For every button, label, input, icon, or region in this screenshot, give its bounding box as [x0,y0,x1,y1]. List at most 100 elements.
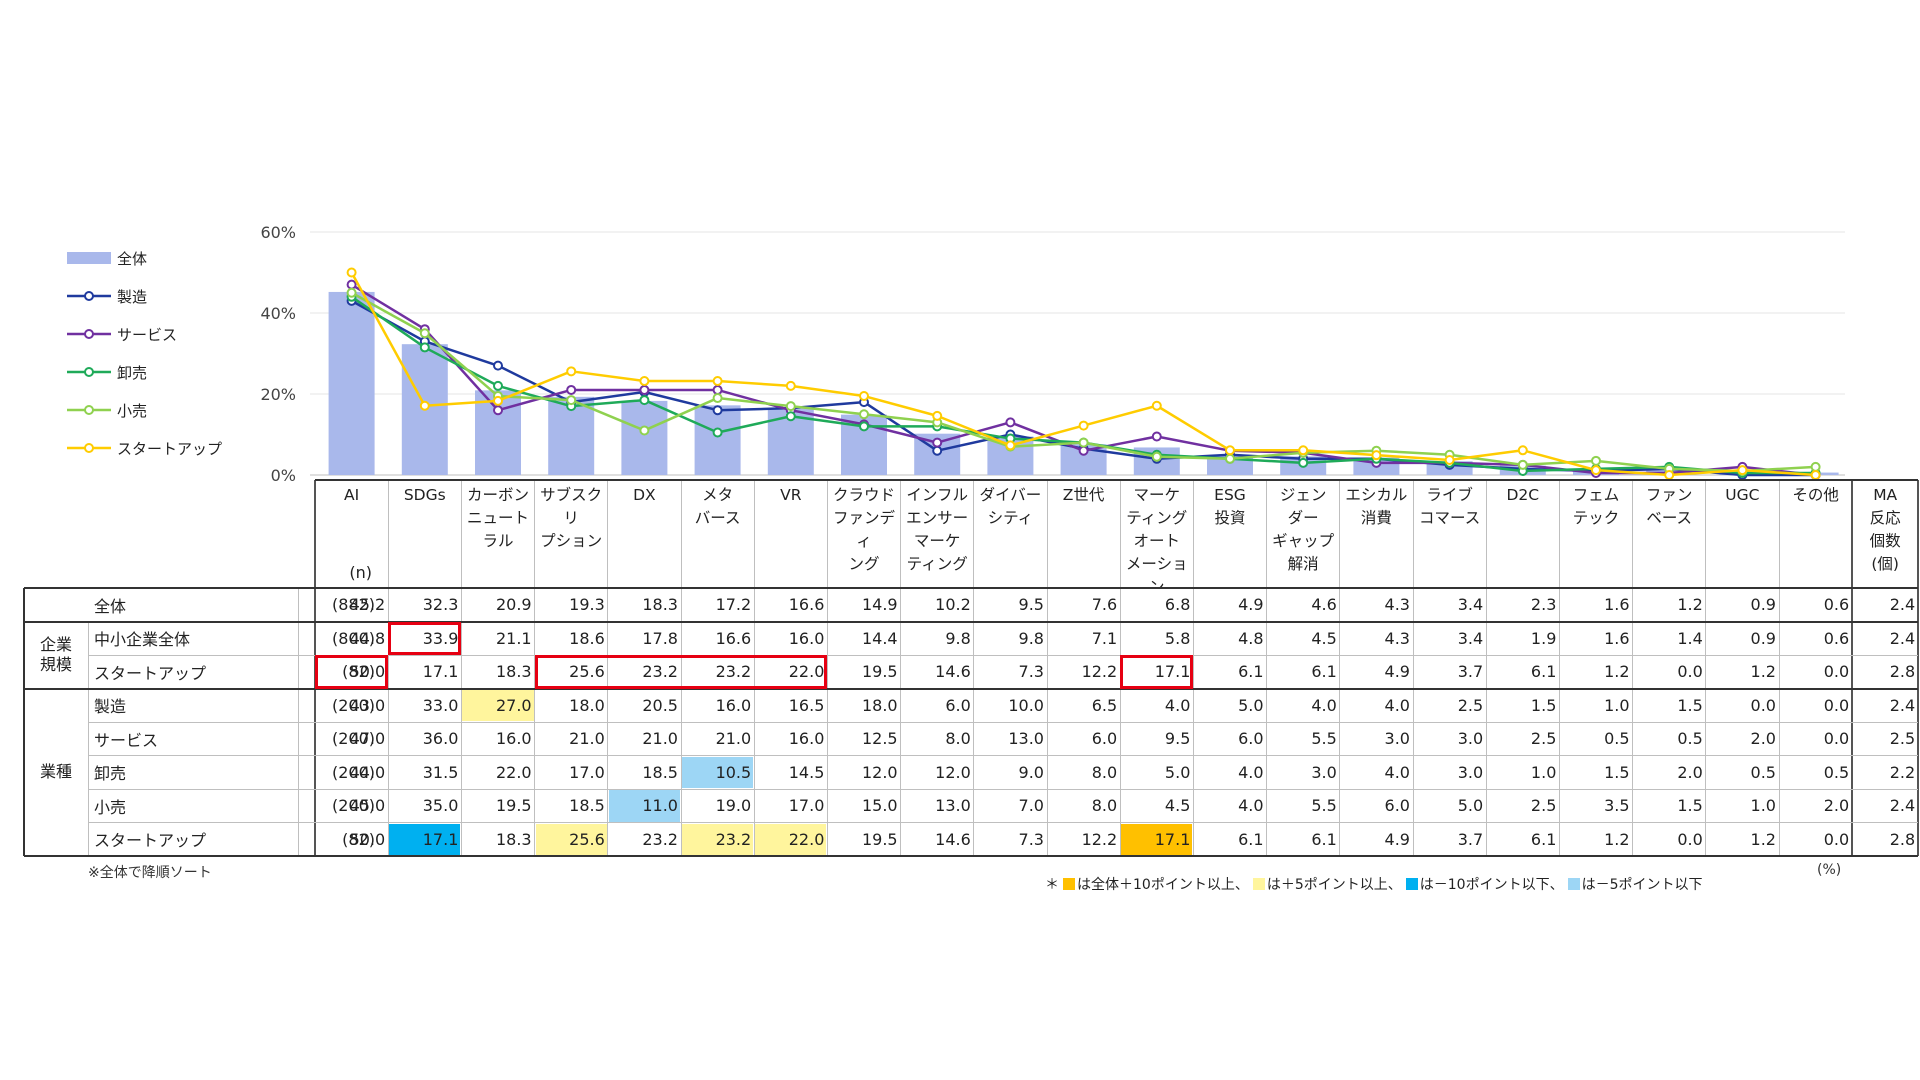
series-point [1078,420,1089,431]
series-point [1298,457,1309,468]
table-cell: 1.5 [1530,695,1557,715]
sort-note: ※全体で降順ソート [88,865,212,881]
table-line [1266,480,1268,856]
table-cell: 4.9 [1384,662,1410,682]
table-cell: 7.3 [1018,662,1044,682]
table-cell: 1.2 [1750,829,1776,849]
chart-gridlines [310,231,1845,476]
legend-note-text: は－10ポイント以下、 [1419,877,1564,893]
table-cell: 0.9 [1750,595,1776,615]
table-cell: 4.6 [1311,595,1337,615]
row-n: (800) [331,628,375,648]
table-line [1917,480,1919,856]
table-cell: 1.6 [1604,595,1630,615]
column-header: AI [344,486,360,504]
series-point [1298,445,1309,456]
row-n: (882) [331,595,375,615]
table-cell: 8.0 [1091,796,1118,816]
series-point [346,279,357,290]
table-cell: 11.0 [642,796,678,816]
column-header: ジェン ダー ギャップ 解消 [1272,486,1335,573]
table-cell: 16.5 [788,695,825,715]
table-cell: 6.5 [1091,695,1118,715]
row-label: スタートアップ [94,663,207,683]
highlight-cell [608,790,680,822]
table-cell: 14.6 [935,829,971,849]
bar [621,400,668,475]
red-highlight-box [1120,655,1194,689]
table-cell: 23.2 [715,829,752,849]
table-cell: 3.4 [1457,595,1484,615]
group-label: 企業 規模 [39,635,72,674]
table-cell: 2.5 [1530,729,1557,749]
table-cell: 25.6 [569,829,605,849]
highlight-cell [682,756,754,788]
highlight-cell [462,689,534,721]
table-cell: 5.8 [1164,628,1191,648]
table-cell: 19.5 [861,829,898,849]
table-cell: 6.0 [1238,729,1264,749]
highlight-cell [1121,823,1193,855]
table-line [88,654,1919,656]
y-tick-label: 0% [271,466,296,485]
table-line [1851,480,1853,856]
table-cell: 17.1 [1154,662,1191,682]
series-point [1151,451,1162,462]
series-point [1591,465,1601,476]
row-label: サービス [94,730,159,750]
table-line [900,480,902,856]
table-cell: 5.0 [1238,695,1264,715]
ma-cell: 2.2 [1889,762,1916,782]
table-cell: 14.5 [788,762,825,782]
series-point [493,380,503,391]
table-line [1339,480,1341,856]
legend-marker [84,367,94,377]
column-header: インフル エンサー マーケ ティング [906,486,969,573]
table-cell: 21.0 [715,729,752,749]
bar [328,291,375,475]
table-cell: 4.8 [1238,628,1264,648]
red-highlight-box [315,655,389,689]
series-point [566,384,577,395]
series-point [859,391,869,402]
table-line [24,587,1919,589]
highlight-cell [755,823,827,855]
table-cell: 0.0 [1677,829,1703,849]
table-line [753,480,755,856]
series-point [419,328,430,339]
table-line [387,480,389,856]
series-point [419,342,430,353]
series-point [1078,437,1089,448]
y-axis-ticks: 0% 20% 40% 60% [260,223,296,485]
table-line [88,822,1919,823]
legend-note-text: は全体＋10ポイント以上、 [1077,877,1249,893]
table-cell: 18.5 [642,762,678,782]
table-cell: 0.0 [1823,662,1850,682]
table-cell: 22.0 [788,829,825,849]
table-cell: 19.3 [569,595,605,615]
table-line [1705,480,1707,856]
table-cell: 17.0 [788,796,825,816]
table-cell: 18.6 [569,628,605,648]
table-cell: 1.0 [1604,695,1630,715]
ma-cell: 2.5 [1889,729,1916,749]
ma-cell: 2.4 [1889,628,1916,648]
table-cell: 17.0 [569,762,605,782]
series-point [1810,461,1821,472]
table-cell: 9.5 [1164,729,1191,749]
table-cell: 23.2 [715,662,752,682]
table-cell: 4.0 [1164,695,1191,715]
ma-cell: 2.8 [1889,662,1916,682]
column-header: ライブ コマース [1418,486,1481,527]
legend-label: サービス [117,326,177,344]
table-cell: 2.5 [1530,796,1557,816]
series-point [1737,465,1748,476]
table-cell: 5.5 [1311,729,1337,749]
table-line [1046,480,1048,856]
table-cell: 16.0 [495,729,532,749]
table-cell: 9.8 [1018,628,1044,648]
table-line [1412,480,1414,856]
table-cell: 12.5 [861,729,898,749]
table-line [88,755,1919,756]
